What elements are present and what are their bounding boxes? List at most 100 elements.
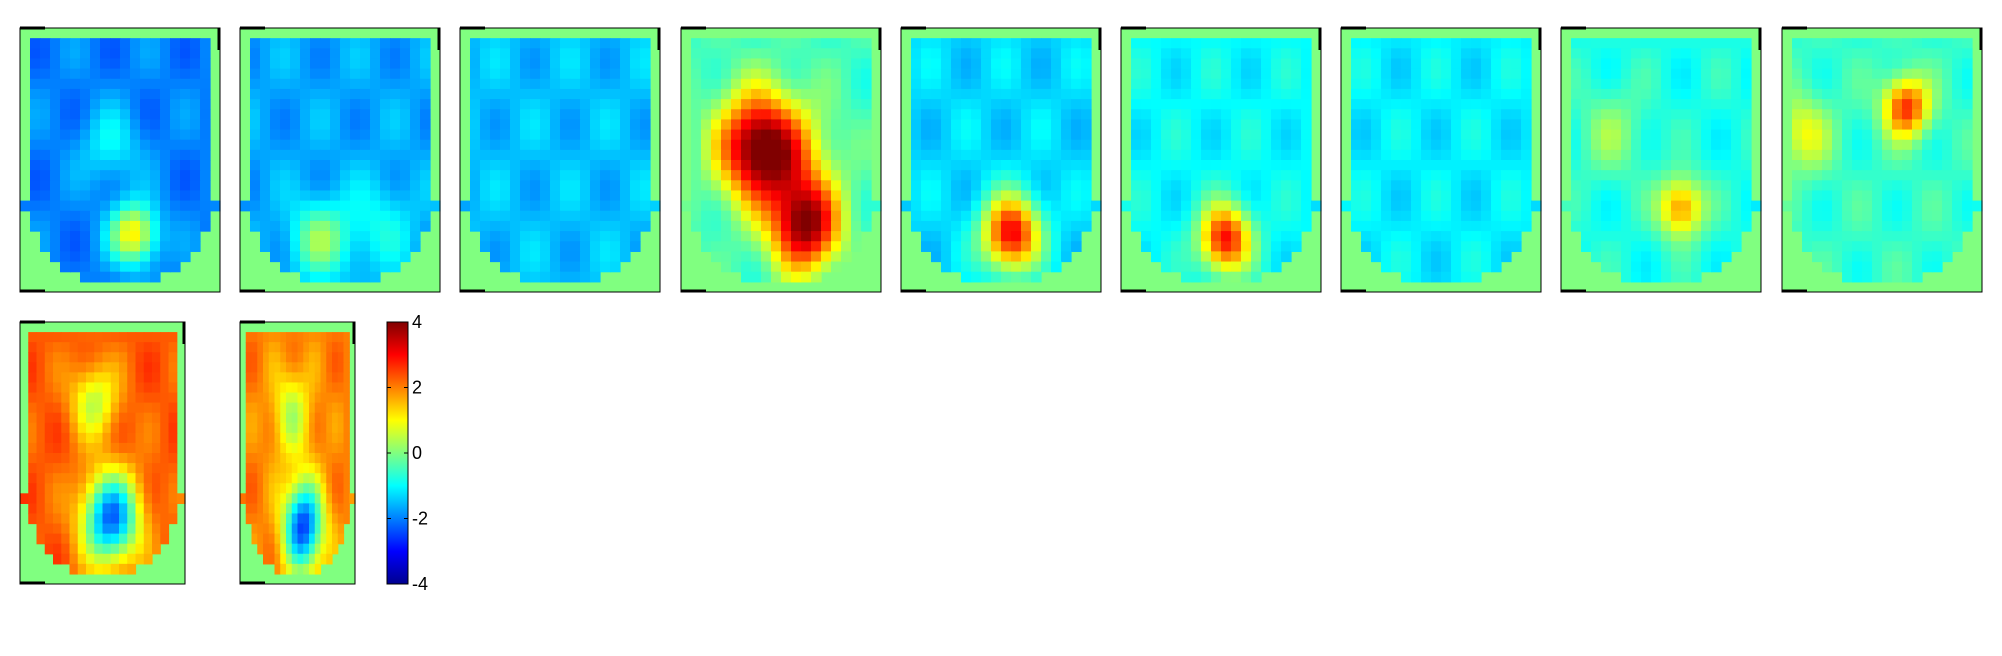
heatmap-cell	[268, 352, 276, 363]
heatmap-cell	[1041, 200, 1052, 212]
heatmap-cell	[1391, 170, 1402, 181]
heatmap-cell	[1862, 220, 1873, 232]
heatmap-cell	[270, 220, 281, 232]
heatmap-cell	[268, 392, 276, 404]
heatmap-cell	[1231, 190, 1242, 202]
heatmap-panels	[19, 26, 1983, 585]
heatmap-cell	[110, 68, 121, 80]
heatmap-cell	[270, 58, 281, 70]
heatmap-cell	[821, 109, 832, 120]
heatmap-cell	[530, 180, 541, 192]
heatmap-cell	[991, 231, 1002, 242]
heatmap-cell	[160, 38, 171, 49]
heatmap-cell	[86, 493, 95, 504]
heatmap-cell	[314, 463, 322, 474]
heatmap-cell	[53, 483, 62, 494]
heatmap-cell	[831, 139, 842, 151]
heatmap-cell	[94, 412, 104, 424]
heatmap-cell	[1711, 241, 1722, 252]
heatmap-cell	[140, 210, 151, 222]
heatmap-cell	[190, 231, 201, 242]
heatmap-cell	[303, 402, 310, 414]
heatmap-cell	[140, 200, 151, 212]
heatmap-cell	[50, 190, 61, 202]
heatmap-cell	[1011, 210, 1022, 222]
heatmap-cell	[1171, 88, 1182, 100]
heatmap-cell	[110, 483, 120, 494]
heatmap-cell	[1521, 109, 1532, 120]
heatmap-cell	[1241, 119, 1252, 131]
heatmap-cell	[1211, 48, 1222, 60]
heatmap-cell	[781, 99, 792, 110]
heatmap-cell	[337, 513, 345, 525]
heatmap-cell	[560, 170, 571, 181]
heatmap-cell	[1171, 160, 1182, 171]
heatmap-cell	[620, 109, 631, 120]
heatmap-cell	[791, 109, 802, 120]
heatmap-cell	[1611, 88, 1622, 100]
heatmap-cell	[1261, 78, 1272, 90]
heatmap-cell	[1031, 68, 1042, 80]
heatmap-cell	[791, 271, 802, 283]
heatmap-cell	[1822, 139, 1833, 151]
heatmap-cell	[100, 170, 111, 181]
heatmap-cell	[1241, 261, 1252, 273]
heatmap-cell	[350, 160, 361, 171]
heatmap-cell	[1221, 261, 1232, 273]
heatmap-cell	[1802, 200, 1813, 212]
heatmap-cell	[190, 220, 201, 232]
heatmap-cell	[300, 58, 311, 70]
heatmap-cell	[1631, 170, 1642, 181]
heatmap-cell	[1631, 160, 1642, 171]
heatmap-cell	[1611, 210, 1622, 222]
heatmap-cell	[620, 220, 631, 232]
heatmap-cell	[550, 190, 561, 202]
heatmap-cell	[330, 160, 341, 171]
heatmap-cell	[851, 210, 862, 222]
heatmap-cell	[811, 271, 822, 283]
heatmap-cell	[1171, 119, 1182, 131]
heatmap-cell	[53, 432, 62, 444]
heatmap-cell	[961, 200, 972, 212]
heatmap-cell	[150, 180, 161, 192]
heatmap-cell	[1601, 139, 1612, 151]
heatmap-cell	[1651, 139, 1662, 151]
heatmap-cell	[1411, 99, 1422, 110]
heatmap-cell	[80, 58, 91, 70]
heatmap-cell	[60, 251, 71, 263]
heatmap-cell	[711, 200, 722, 212]
heatmap-cell	[550, 170, 561, 181]
heatmap-cell	[1131, 68, 1142, 80]
heatmap-cell	[61, 533, 71, 545]
heatmap-cell	[1411, 231, 1422, 242]
heatmap-cell	[1451, 170, 1462, 181]
heatmap-cell	[120, 210, 131, 222]
heatmap-cell	[1071, 139, 1082, 151]
heatmap-cell	[510, 48, 521, 60]
heatmap-cell	[110, 382, 120, 394]
heatmap-cell	[50, 58, 61, 70]
heatmap-cell	[1501, 160, 1512, 171]
heatmap-cell	[291, 463, 299, 474]
heatmap-cell	[841, 241, 852, 252]
heatmap-cell	[530, 271, 541, 283]
heatmap-cell	[530, 58, 541, 70]
heatmap-cell	[630, 200, 641, 212]
heatmap-cell	[1892, 241, 1903, 252]
heatmap-cell	[1842, 231, 1853, 242]
heatmap-cell	[1711, 149, 1722, 161]
heatmap-cell	[490, 139, 501, 151]
heatmap-cell	[274, 382, 281, 394]
heatmap-cell	[520, 109, 531, 120]
heatmap-cell	[61, 553, 71, 565]
heatmap-cell	[490, 119, 501, 131]
heatmap-cell	[911, 160, 922, 171]
heatmap-cell	[520, 231, 531, 242]
heatmap-cell	[1711, 88, 1722, 100]
heatmap-cell	[330, 180, 341, 192]
heatmap-cell	[1611, 48, 1622, 60]
heatmap-cell	[1852, 129, 1863, 141]
heatmap-cell	[1301, 190, 1312, 202]
heatmap-cell	[1501, 119, 1512, 131]
heatmap-cell	[1491, 88, 1502, 100]
